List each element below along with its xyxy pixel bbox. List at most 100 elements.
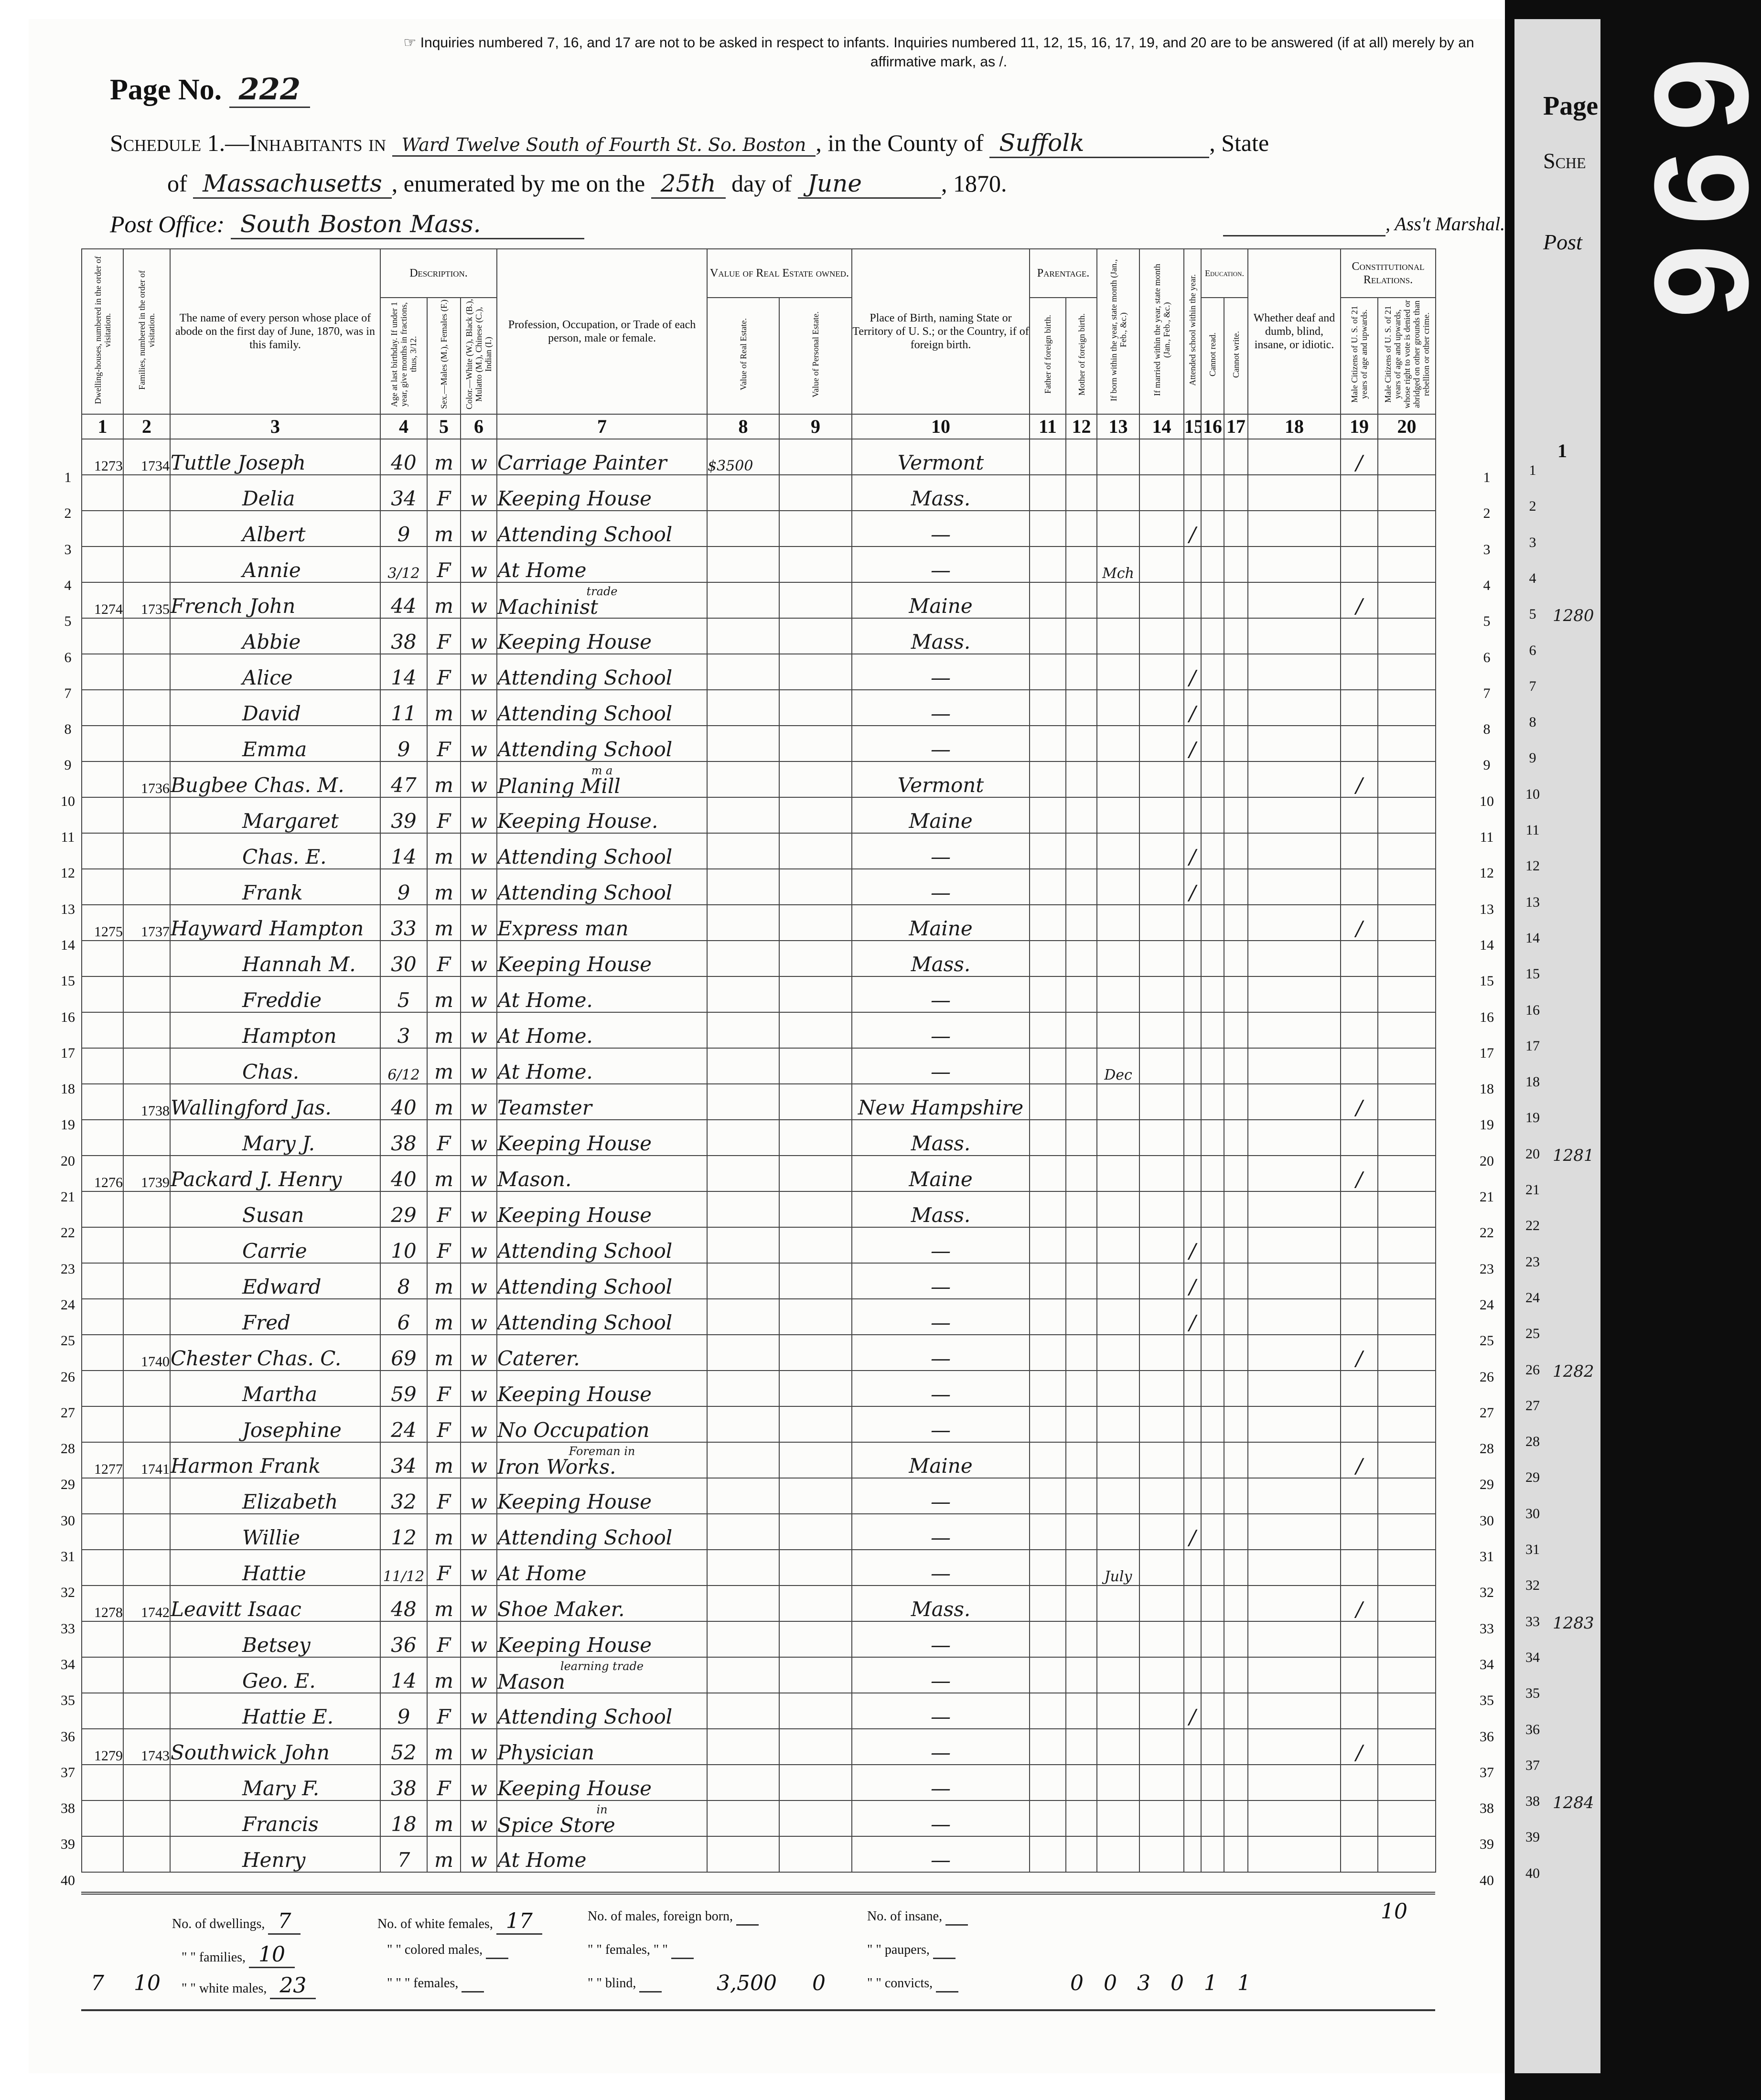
col-20-cell [1377, 654, 1437, 690]
col-20-cell [1377, 1370, 1437, 1407]
color-cell: w [460, 1155, 498, 1192]
dwelling-cell [81, 1549, 124, 1586]
col-header-2: Families, numbered in the order of visit… [123, 248, 171, 415]
family-cell [123, 1621, 171, 1658]
table-row: 1273 1734 Tuttle Joseph 40 m w Carriage Painte… [81, 439, 1437, 475]
dwelling-cell [81, 1800, 124, 1837]
group-description: Description. [379, 248, 498, 298]
name-cell: Mary F. [170, 1764, 381, 1801]
occupation-text: Mason [497, 1670, 565, 1693]
dwelling-cell [81, 1657, 124, 1693]
col-17-cell [1224, 1191, 1249, 1228]
color-cell: w [460, 1585, 498, 1622]
birthplace-cell: Mass. [851, 1585, 1031, 1622]
citizen-cell [1340, 689, 1379, 726]
col-16-cell [1201, 1657, 1225, 1693]
sex-cell: m [427, 1083, 461, 1120]
line-number: 33 [1525, 1613, 1540, 1629]
name-cell: Chester Chas. C. [170, 1334, 381, 1371]
occupation-cell: Attending School [496, 1263, 708, 1299]
line-number: 27 [1480, 1404, 1494, 1421]
birthplace-cell: — [851, 725, 1031, 762]
name-cell: Tuttle Joseph [170, 439, 381, 475]
name-cell: Elizabeth [170, 1478, 381, 1514]
col-17-cell [1224, 976, 1249, 1013]
col-20-cell [1377, 725, 1437, 762]
name-cell: Frank [170, 868, 381, 905]
family-cell [123, 833, 171, 869]
line-number: 37 [1525, 1757, 1540, 1773]
real-estate-cell [707, 1406, 780, 1443]
born-month-cell [1096, 1334, 1140, 1371]
sex-cell: m [427, 582, 461, 619]
line-number: 11 [61, 829, 75, 845]
family-cell [123, 654, 171, 690]
col-header-14: If married within the year, state month … [1139, 248, 1185, 415]
table-row: Willie 12 m w Attending School — / [81, 1513, 1437, 1550]
col-11-cell [1029, 474, 1067, 511]
school-cell [1183, 1334, 1202, 1371]
real-estate-cell [707, 1155, 780, 1192]
col-9-cell [779, 510, 853, 547]
name-cell: French John [170, 582, 381, 619]
school-cell [1183, 439, 1202, 475]
col-11-cell [1029, 1298, 1067, 1335]
col-20-cell [1377, 1764, 1437, 1801]
birthplace-cell: — [851, 510, 1031, 547]
col-11-cell [1029, 1513, 1067, 1550]
col-18-cell [1247, 1478, 1342, 1514]
line-number: 23 [61, 1261, 75, 1277]
born-month-cell [1096, 689, 1140, 726]
col-14-cell [1139, 1800, 1185, 1837]
age-cell: 6 [380, 1298, 428, 1335]
families-value: 10 [249, 1942, 295, 1968]
col-9-cell [779, 868, 853, 905]
col-11-cell [1029, 1370, 1067, 1407]
born-month-cell: Dec [1096, 1048, 1140, 1084]
table-row: Mary F. 38 Fw Keeping House — [81, 1764, 1437, 1801]
family-cell [123, 797, 171, 834]
col-14-cell [1139, 940, 1185, 977]
citizen-cell [1340, 546, 1379, 583]
real-estate-cell [707, 1191, 780, 1228]
born-month-cell [1096, 1478, 1140, 1514]
page-number: Page No. 222 [110, 72, 311, 108]
col-20-cell [1377, 1298, 1437, 1335]
birthplace-cell: Maine [851, 1155, 1031, 1192]
col-11-cell [1029, 868, 1067, 905]
born-month-cell [1096, 1155, 1140, 1192]
family-cell [123, 1478, 171, 1514]
citizen-cell [1340, 976, 1379, 1013]
column-number-9: 9 [779, 414, 853, 439]
citizen-cell: / [1340, 1728, 1379, 1765]
name-cell: Hampton [170, 1012, 381, 1049]
dwelling-cell [81, 1048, 124, 1084]
col-20-cell [1377, 1728, 1437, 1765]
col-12-cell [1065, 474, 1098, 511]
citizen-cell: / [1340, 1334, 1379, 1371]
line-number: 9 [64, 757, 72, 773]
citizen-cell [1340, 1693, 1379, 1729]
occupation-cell: Keeping House [496, 1191, 708, 1228]
line-number: 9 [1529, 750, 1536, 766]
col-11-cell [1029, 940, 1067, 977]
col-16-cell [1201, 1012, 1225, 1049]
age-cell: 40 [380, 1083, 428, 1120]
dwelling-cell [81, 510, 124, 547]
sex-cell: F [427, 546, 461, 583]
dwelling-cell [81, 1513, 124, 1550]
real-estate-cell [707, 1657, 780, 1693]
col-12-cell [1065, 940, 1098, 977]
next-post-label: Post [1543, 230, 1582, 254]
color-cell: w [460, 1370, 498, 1407]
dwelling-cell [81, 940, 124, 977]
age-cell: 33 [380, 904, 428, 941]
born-month-cell [1096, 1442, 1140, 1479]
col-18-cell [1247, 761, 1342, 798]
column-number-3: 3 [170, 414, 381, 439]
col-17-cell [1224, 1155, 1249, 1192]
birthplace-cell: — [851, 654, 1031, 690]
